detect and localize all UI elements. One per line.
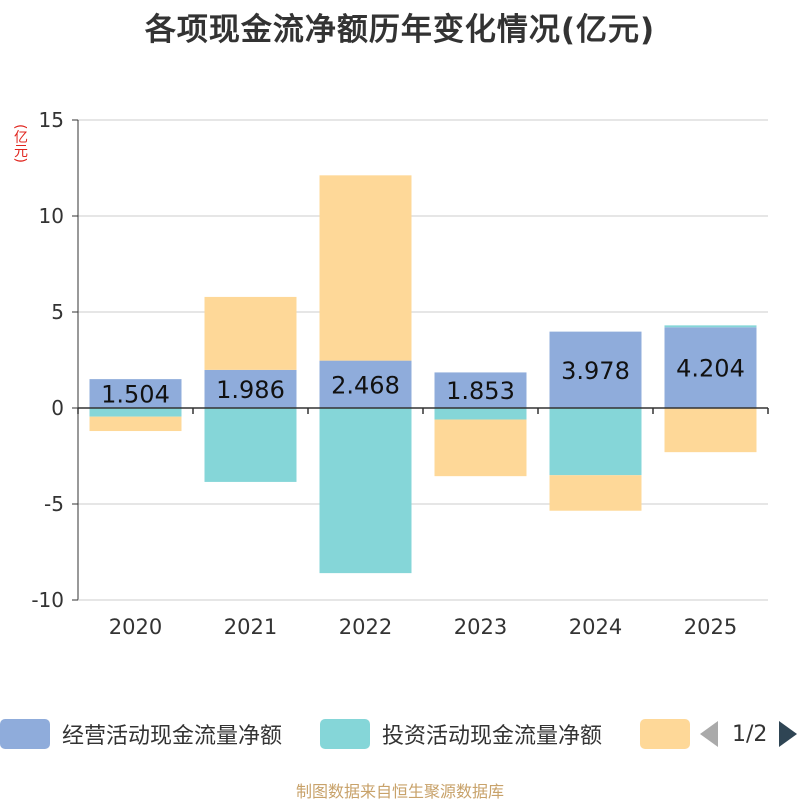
legend-label-investing: 投资活动现金流量净额 xyxy=(382,724,603,749)
legend-item-investing[interactable]: 投资活动现金流量净额 xyxy=(320,714,602,754)
bar-financing-2020 xyxy=(89,416,182,432)
x-tick-label-2022: 2022 xyxy=(339,615,392,639)
bar-operating-2023 xyxy=(434,372,527,408)
x-tick-label-2024: 2024 xyxy=(569,615,622,639)
cash-flow-chart: -10 -5 0 5 10 15 2020 2021 2022 2023 2024 2025 1.50… xyxy=(31,108,769,639)
data-source-note: 制图数据来自恒生聚源数据库 xyxy=(295,782,504,801)
legend: 经营活动现金流量净额 投资活动现金流量净额 xyxy=(0,714,800,754)
bar-financing-2024 xyxy=(549,475,642,511)
bar-operating-2022 xyxy=(319,360,412,408)
data-label-2024: 3.978 xyxy=(561,357,630,385)
bar-investing-2024 xyxy=(549,408,642,476)
y-tick-label-5: 5 xyxy=(51,300,64,324)
data-label-2021: 1.986 xyxy=(216,376,285,404)
axes: -10 -5 0 5 10 15 2020 2021 2022 2023 2024 2025 xyxy=(31,108,769,639)
legend-next-page-icon[interactable] xyxy=(779,721,798,747)
data-label-2022: 2.468 xyxy=(331,371,400,399)
legend-swatch-investing xyxy=(320,719,370,749)
data-label-2023: 1.853 xyxy=(446,377,515,405)
y-tick-label-10: 10 xyxy=(39,204,64,228)
legend-swatch-financing xyxy=(640,719,690,749)
bar-investing-2021 xyxy=(204,408,297,482)
bar-financing-2022 xyxy=(319,175,412,361)
y-tick-label-0: 0 xyxy=(51,396,64,420)
data-labels: 1.504 1.986 2.468 1.853 3.978 4.204 xyxy=(101,355,745,409)
y-tick-label--10: -10 xyxy=(31,588,64,612)
bar-financing-2021 xyxy=(204,296,297,370)
x-tick-label-2025: 2025 xyxy=(684,615,737,639)
legend-item-financing[interactable] xyxy=(640,714,690,754)
data-label-2025: 4.204 xyxy=(676,355,745,383)
legend-label-operating: 经营活动现金流量净额 xyxy=(62,724,283,749)
bar-operating-2024 xyxy=(549,331,642,408)
legend-prev-page-icon[interactable] xyxy=(700,721,718,747)
y-axis-unit-label: (亿元) xyxy=(12,124,28,163)
bar-investing-2022 xyxy=(319,408,412,574)
x-tick-label-2023: 2023 xyxy=(454,615,507,639)
data-label-2020: 1.504 xyxy=(101,381,170,409)
y-tick-label--5: -5 xyxy=(44,492,64,516)
y-tick-label-15: 15 xyxy=(39,108,64,132)
chart-title: 各项现金流净额历年变化情况(亿元) xyxy=(144,12,656,48)
bars xyxy=(89,175,757,574)
legend-item-operating[interactable]: 经营活动现金流量净额 xyxy=(0,714,282,754)
bar-operating-2025 xyxy=(664,327,757,408)
legend-swatch-operating xyxy=(0,719,50,749)
legend-pager: 1/2 xyxy=(700,716,798,752)
x-tick-label-2021: 2021 xyxy=(224,615,277,639)
bar-investing-2023 xyxy=(434,408,527,420)
bar-investing-2020 xyxy=(89,408,182,417)
bar-financing-2025 xyxy=(664,408,757,453)
bar-investing-2025 xyxy=(664,325,757,328)
legend-page-indicator: 1/2 xyxy=(732,721,768,747)
bar-operating-2020 xyxy=(89,379,182,408)
bar-operating-2021 xyxy=(204,369,297,408)
bar-financing-2023 xyxy=(434,419,527,477)
x-tick-label-2020: 2020 xyxy=(109,615,162,639)
